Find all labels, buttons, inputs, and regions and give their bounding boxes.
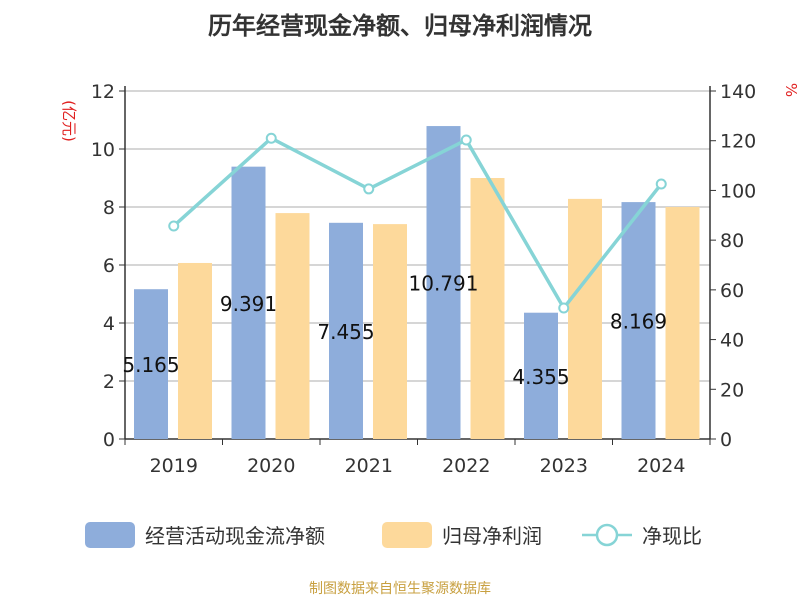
line-point — [265, 132, 277, 144]
legend-marker — [595, 523, 619, 547]
data-label: 9.391 — [220, 292, 277, 316]
bar-operating-cash-flow — [621, 202, 656, 439]
legend-label: 经营活动现金流净额 — [145, 524, 325, 548]
data-label: 4.355 — [512, 365, 569, 389]
bar-net-profit — [665, 207, 700, 439]
line-cash-ratio — [172, 136, 663, 312]
bar-operating-cash-flow — [231, 166, 266, 439]
y-right-axis-label: % — [782, 83, 800, 97]
chart-title: 历年经营现金净额、归母净利润情况 — [208, 12, 592, 40]
bar-net-profit — [470, 178, 505, 439]
bar-net-profit — [373, 224, 407, 439]
bar-net-profit — [178, 262, 212, 439]
bar-operating-cash-flow — [134, 289, 168, 439]
data-label: 10.791 — [409, 272, 479, 296]
y-right-tick-label: 60 — [720, 280, 744, 302]
x-tick-label: 2024 — [637, 455, 685, 477]
data-label: 5.165 — [122, 353, 179, 377]
y-right-tick-label: 20 — [720, 379, 744, 401]
y-right-tick-label: 100 — [720, 180, 756, 202]
bar-operating-cash-flow — [329, 222, 363, 439]
line-point — [655, 178, 667, 190]
x-tick-label: 2022 — [442, 455, 490, 477]
y-right-tick-label: 0 — [720, 429, 732, 451]
line-point — [168, 220, 180, 232]
y-right-tick-label: 140 — [720, 81, 756, 103]
bar-operating-cash-flow — [426, 126, 461, 439]
legend-swatch-net-profit — [382, 522, 432, 548]
x-tick-label: 2021 — [345, 455, 393, 477]
y-left-tick-label: 10 — [91, 139, 115, 161]
y-right-tick-label: 40 — [720, 330, 744, 352]
x-tick-label: 2019 — [150, 455, 198, 477]
y-left-tick-label: 6 — [103, 255, 115, 277]
source-note: 制图数据来自恒生聚源数据库 — [309, 581, 491, 597]
legend-label: 净现比 — [642, 524, 702, 548]
legend-label: 归母净利润 — [442, 524, 542, 548]
y-right-tick-label: 80 — [720, 230, 744, 252]
y-left-tick-label: 8 — [103, 197, 115, 219]
y-left-tick-label: 12 — [91, 81, 115, 103]
y-left-axis-label: (亿元) — [60, 100, 78, 142]
line-point — [558, 302, 570, 314]
bar-net-profit — [275, 213, 310, 439]
x-tick-label: 2020 — [247, 455, 295, 477]
y-left-tick-label: 4 — [103, 313, 115, 335]
bar-operating-cash-flow — [524, 312, 558, 439]
y-right-tick-label: 120 — [720, 131, 756, 153]
y-left-tick-label: 2 — [103, 371, 115, 393]
x-tick-label: 2023 — [540, 455, 588, 477]
line-point — [460, 134, 472, 146]
bar-net-profit — [568, 198, 602, 439]
line-point — [363, 183, 375, 195]
data-label: 7.455 — [317, 320, 374, 344]
data-label: 8.169 — [610, 310, 667, 334]
legend-swatch-operating-cash-flow — [85, 522, 135, 548]
y-left-tick-label: 0 — [103, 429, 115, 451]
